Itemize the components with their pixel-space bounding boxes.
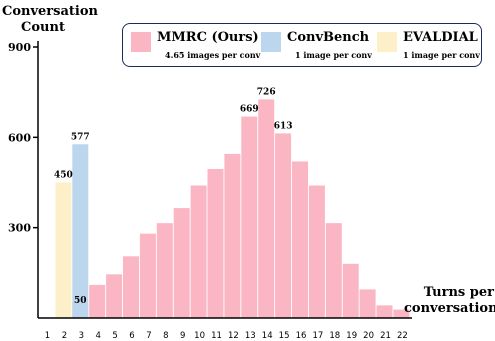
x-tick-label-15: 15 bbox=[279, 331, 290, 341]
y-axis-title-line-1: Conversation bbox=[2, 4, 98, 19]
bar-mmrc-ours-18 bbox=[325, 223, 342, 318]
y-tick-label-600: 600 bbox=[8, 131, 31, 144]
data-label-15-613: 613 bbox=[274, 121, 293, 131]
x-tick-label-7: 7 bbox=[146, 331, 151, 341]
legend-note-convbench: 1 image per conv bbox=[295, 50, 372, 60]
data-label-14-726: 726 bbox=[257, 87, 276, 97]
x-tick-label-11: 11 bbox=[211, 331, 222, 341]
bar-mmrc-ours-20 bbox=[359, 289, 376, 318]
x-tick-label-20: 20 bbox=[363, 331, 374, 341]
x-tick-label-22: 22 bbox=[397, 331, 408, 341]
data-label-2-450: 450 bbox=[54, 171, 73, 181]
y-tick-label-900: 900 bbox=[8, 41, 31, 54]
x-axis-title-line-2: conversation bbox=[404, 301, 495, 316]
legend-label-convbench: ConvBench bbox=[287, 30, 370, 45]
bar-evaldial-2 bbox=[55, 182, 72, 318]
bar-mmrc-ours-5 bbox=[106, 274, 123, 318]
bar-mmrc-ours-19 bbox=[342, 263, 359, 318]
bar-mmrc-ours-9 bbox=[173, 208, 190, 318]
bar-mmrc-ours-10 bbox=[190, 185, 207, 318]
bar-mmrc-ours-7 bbox=[139, 233, 156, 318]
legend-label-mmrc: MMRC (Ours) bbox=[157, 30, 259, 45]
bar-mmrc-ours-16 bbox=[292, 161, 308, 318]
x-tick-label-2: 2 bbox=[62, 331, 67, 341]
legend-swatch-mmrc bbox=[131, 32, 151, 52]
bar-mmrc-ours-17 bbox=[308, 185, 325, 318]
x-tick-label-5: 5 bbox=[112, 331, 117, 341]
x-tick-label-18: 18 bbox=[329, 331, 340, 341]
legend-swatch-convbench bbox=[261, 32, 281, 52]
data-label-3-50: 50 bbox=[74, 296, 87, 306]
x-tick-label-8: 8 bbox=[163, 331, 168, 341]
legend-label-evaldial: EVALDIAL bbox=[403, 30, 478, 45]
x-tick-label-14: 14 bbox=[262, 331, 273, 341]
bar-mmrc-ours-14 bbox=[258, 99, 275, 318]
bar-mmrc-ours-4 bbox=[89, 284, 106, 318]
bar-mmrc-ours-21 bbox=[376, 305, 393, 318]
x-tick-label-3: 3 bbox=[79, 331, 84, 341]
x-tick-label-16: 16 bbox=[296, 331, 307, 341]
y-tick-label-300: 300 bbox=[8, 222, 31, 235]
x-tick-label-6: 6 bbox=[129, 331, 134, 341]
legend-note-evaldial: 1 image per conv bbox=[403, 50, 480, 60]
x-tick-label-4: 4 bbox=[95, 331, 100, 341]
bar-mmrc-ours-22 bbox=[393, 309, 410, 318]
data-label-13-669: 669 bbox=[240, 105, 259, 115]
bar-mmrc-ours-11 bbox=[207, 168, 224, 318]
y-axis-title: Conversation Count bbox=[2, 4, 98, 36]
bar-mmrc-ours-12 bbox=[224, 153, 241, 318]
y-axis-title-line-2: Count bbox=[21, 20, 65, 35]
legend-swatch-evaldial bbox=[377, 32, 397, 52]
legend-note-mmrc: 4.65 images per conv bbox=[165, 50, 261, 60]
bar-mmrc-ours-8 bbox=[156, 223, 173, 318]
x-tick-label-17: 17 bbox=[312, 331, 323, 341]
x-tick-label-19: 19 bbox=[346, 331, 357, 341]
bar-convbench-3 bbox=[72, 144, 89, 318]
bar-mmrc-ours-15 bbox=[275, 133, 292, 318]
bar-mmrc-ours-13 bbox=[241, 116, 258, 318]
data-label-3-577: 577 bbox=[71, 132, 90, 142]
x-axis-title: Turns per conversation bbox=[404, 285, 495, 317]
x-tick-label-9: 9 bbox=[180, 331, 185, 341]
x-tick-label-1: 1 bbox=[45, 331, 50, 341]
legend: MMRC (Ours) 4.65 images per conv ConvBen… bbox=[122, 23, 482, 67]
x-axis-title-line-1: Turns per bbox=[423, 285, 494, 300]
x-tick-label-13: 13 bbox=[245, 331, 256, 341]
x-tick-label-21: 21 bbox=[380, 331, 391, 341]
x-tick-label-10: 10 bbox=[194, 331, 205, 341]
bar-mmrc-ours-6 bbox=[123, 256, 139, 318]
x-tick-label-12: 12 bbox=[228, 331, 239, 341]
